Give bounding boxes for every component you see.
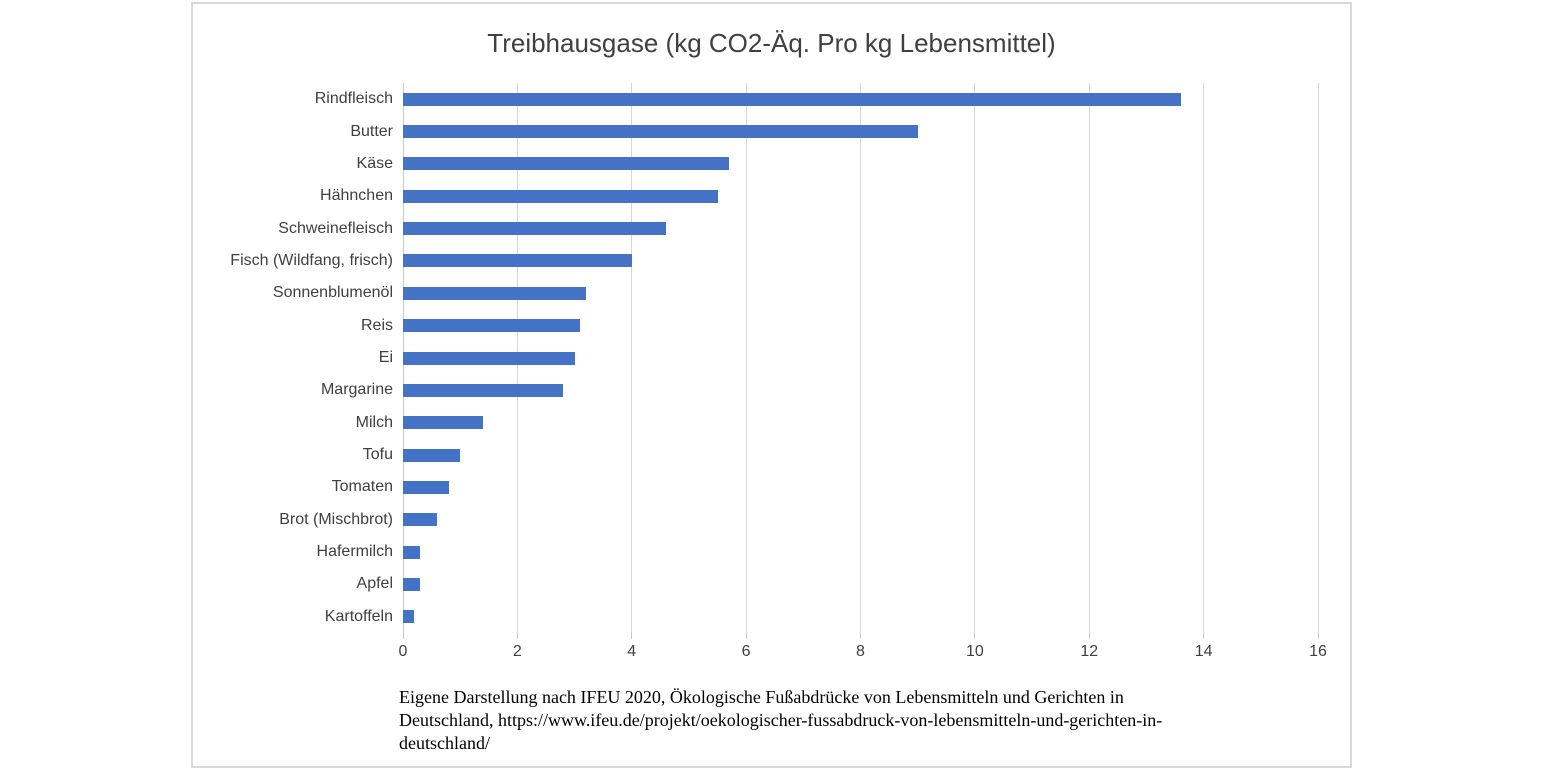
bar	[403, 254, 632, 268]
bar	[403, 125, 918, 139]
gridline	[1088, 83, 1090, 633]
category-label: Kartoffeln	[324, 607, 393, 625]
x-tick-label: 10	[965, 643, 984, 660]
axis-tick	[860, 633, 861, 639]
bar	[403, 513, 438, 527]
axis-tick	[745, 633, 747, 639]
x-tick-label: 2	[512, 643, 522, 660]
gridline	[1317, 83, 1319, 633]
category-label: Schweinefleisch	[278, 219, 393, 237]
bar	[403, 448, 461, 462]
x-tick-label: 0	[398, 643, 408, 660]
category-label: Käse	[356, 154, 393, 172]
axis-tick	[631, 633, 633, 639]
category-axis-labels: Rindfleisch Butter Käse Hähnchen Schweinefle…	[193, 4, 397, 770]
axis-tick	[1317, 633, 1319, 639]
category-label: Tofu	[362, 446, 393, 464]
chart-panel: Treibhausgase (kg CO2-Äq. Pro kg Lebensm…	[191, 2, 1352, 768]
x-tick-label: 8	[856, 643, 865, 660]
chart-title: Treibhausgase (kg CO2-Äq. Pro kg Lebensm…	[487, 28, 1056, 58]
category-label: Apfel	[356, 575, 393, 593]
category-label: Margarine	[320, 381, 393, 399]
bar	[403, 222, 667, 236]
bar	[403, 416, 484, 430]
category-label: Milch	[355, 413, 393, 431]
category-label: Tomaten	[331, 478, 393, 496]
category-label: Ei	[378, 349, 393, 366]
bar	[403, 545, 421, 559]
bar	[403, 383, 564, 397]
bar	[403, 610, 415, 624]
gridline	[974, 83, 976, 633]
category-label: Sonnenblumenöl	[272, 284, 393, 302]
x-tick-label: 6	[741, 643, 751, 660]
axis-tick	[516, 633, 518, 639]
axis-tick	[402, 633, 404, 639]
bar	[403, 351, 575, 365]
gridline	[860, 83, 861, 633]
category-label: Hafermilch	[316, 543, 393, 561]
category-label: Hähnchen	[320, 187, 393, 205]
bar	[403, 157, 729, 171]
x-tick-label: 14	[1194, 643, 1213, 660]
category-label: Reis	[360, 316, 393, 334]
axis-tick	[1088, 633, 1090, 639]
gridline	[1203, 83, 1205, 633]
category-label: Rindfleisch	[314, 90, 393, 108]
bar	[403, 480, 449, 494]
x-tick-label: 12	[1080, 643, 1099, 660]
plot-area	[402, 83, 1319, 639]
x-tick-label: 4	[627, 643, 637, 660]
source-note: Eigene Darstellung nach IFEU 2020, Ökolo…	[399, 687, 1163, 753]
axis-tick	[1203, 633, 1205, 639]
gridline	[745, 83, 747, 633]
gridline	[631, 83, 633, 633]
bar	[403, 577, 421, 591]
bar	[403, 189, 718, 203]
bar	[403, 92, 1181, 106]
category-label: Butter	[350, 122, 393, 140]
category-label: Brot (Mischbrot)	[279, 510, 393, 528]
bar	[403, 286, 586, 300]
axis-tick	[974, 633, 976, 639]
bar	[403, 319, 581, 333]
x-tick-label: 16	[1309, 643, 1327, 660]
category-label: Fisch (Wildfang, frisch)	[230, 251, 393, 269]
